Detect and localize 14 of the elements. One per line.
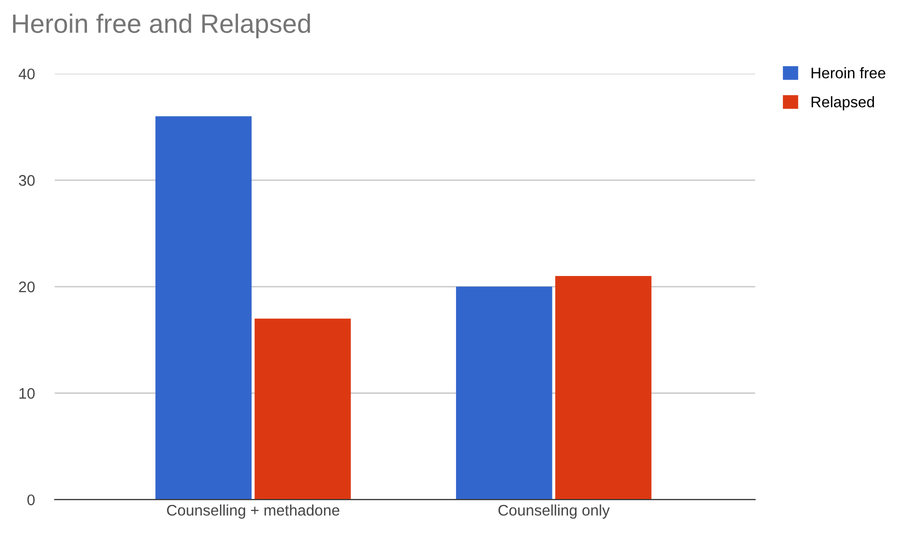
bar	[254, 318, 351, 500]
y-tick-label: 10	[19, 388, 35, 399]
chart-title: Heroin free and Relapsed	[13, 14, 310, 38]
bar	[555, 276, 652, 500]
x-tick-label: Counselling only	[498, 504, 610, 519]
bar	[155, 116, 252, 500]
y-tick-label: 20	[19, 282, 35, 292]
y-tick-label: 0	[27, 494, 35, 506]
y-tick-label: 30	[18, 175, 35, 186]
y-tick-label: 40	[18, 68, 35, 80]
legend-label: Heroin free	[812, 67, 886, 78]
bar	[456, 286, 552, 500]
x-tick-label: Counselling + methadone	[167, 504, 340, 519]
legend-label: Relapsed	[812, 96, 874, 110]
